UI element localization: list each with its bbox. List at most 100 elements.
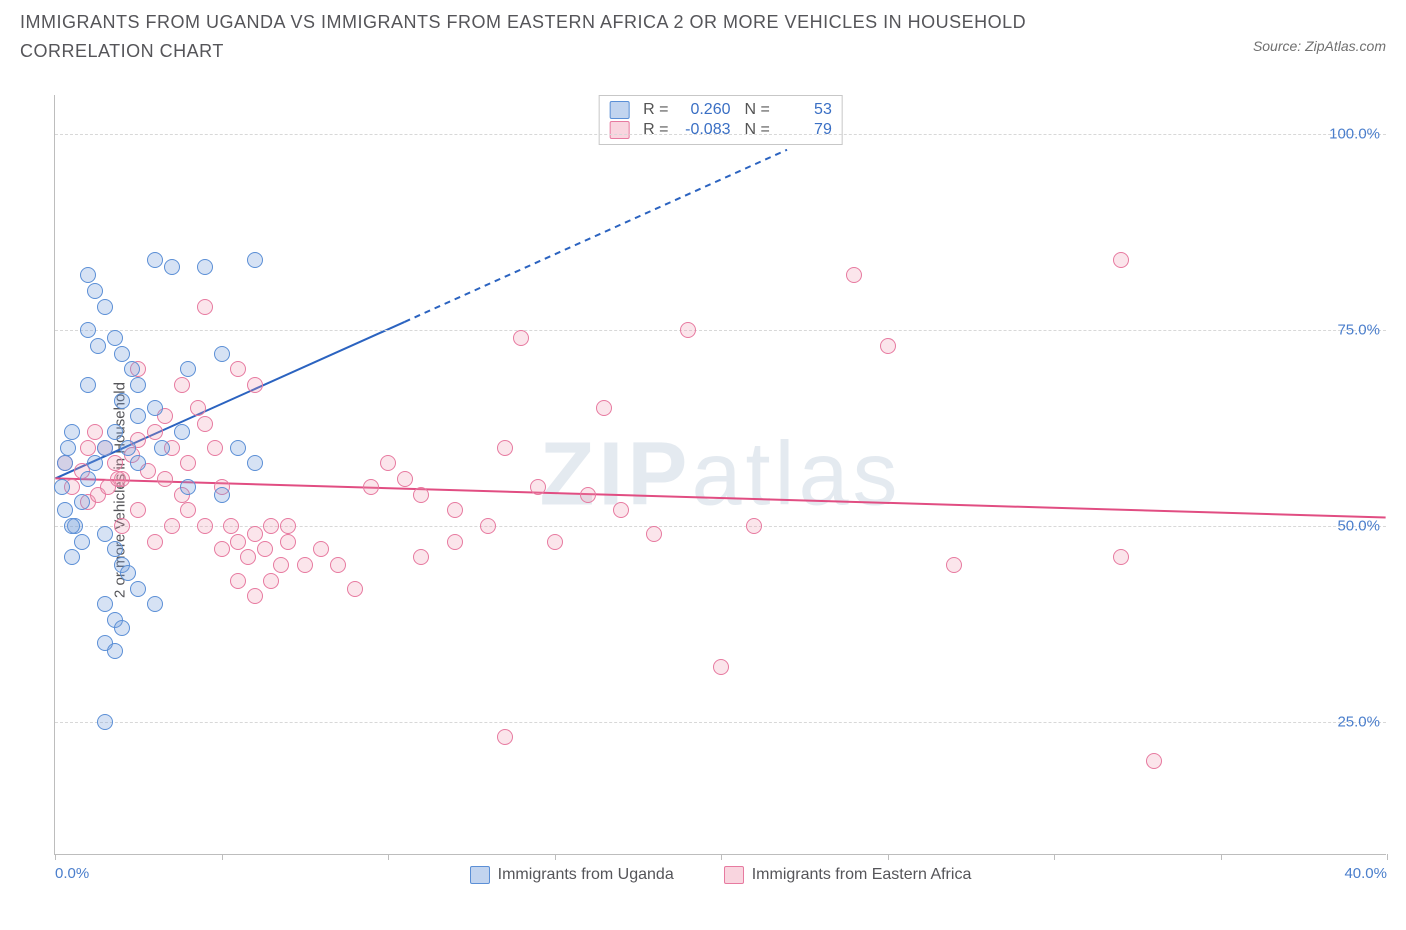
legend-item-uganda: Immigrants from Uganda	[470, 866, 674, 884]
legend-label-uganda: Immigrants from Uganda	[498, 866, 674, 884]
scatter-point	[214, 487, 230, 503]
uganda-n-value: 53	[780, 101, 832, 119]
xtick	[1054, 854, 1055, 860]
scatter-point	[80, 322, 96, 338]
scatter-point	[247, 252, 263, 268]
xtick-label: 0.0%	[55, 865, 89, 882]
scatter-point	[97, 526, 113, 542]
scatter-point	[197, 518, 213, 534]
stat-row-uganda: R = 0.260 N = 53	[609, 100, 832, 120]
scatter-point	[147, 252, 163, 268]
xtick	[721, 854, 722, 860]
gridline-h	[55, 134, 1386, 135]
legend-label-eastern-africa: Immigrants from Eastern Africa	[752, 866, 972, 884]
scatter-point	[313, 541, 329, 557]
scatter-point	[97, 714, 113, 730]
scatter-point	[64, 424, 80, 440]
ytick-label: 25.0%	[1337, 713, 1380, 730]
scatter-point	[247, 377, 263, 393]
stat-legend: R = 0.260 N = 53 R = -0.083 N = 79	[598, 95, 843, 145]
scatter-point	[114, 620, 130, 636]
xtick	[555, 854, 556, 860]
scatter-point	[247, 588, 263, 604]
scatter-point	[130, 455, 146, 471]
scatter-point	[330, 557, 346, 573]
xtick	[1221, 854, 1222, 860]
scatter-point	[107, 541, 123, 557]
scatter-point	[87, 455, 103, 471]
scatter-point	[247, 526, 263, 542]
scatter-point	[413, 549, 429, 565]
scatter-point	[240, 549, 256, 565]
xtick	[222, 854, 223, 860]
trend-lines-layer	[55, 95, 1386, 854]
scatter-point	[613, 502, 629, 518]
scatter-point	[223, 518, 239, 534]
xtick	[55, 854, 56, 860]
scatter-point	[413, 487, 429, 503]
scatter-point	[214, 541, 230, 557]
swatch-blue-icon	[609, 101, 629, 119]
scatter-point	[120, 565, 136, 581]
scatter-point	[90, 338, 106, 354]
scatter-point	[247, 455, 263, 471]
scatter-point	[57, 502, 73, 518]
scatter-point	[273, 557, 289, 573]
scatter-point	[164, 518, 180, 534]
scatter-point	[190, 400, 206, 416]
scatter-point	[154, 440, 170, 456]
scatter-point	[263, 518, 279, 534]
r-label: R =	[643, 101, 668, 119]
scatter-point	[64, 549, 80, 565]
scatter-point	[130, 377, 146, 393]
scatter-point	[497, 729, 513, 745]
scatter-point	[57, 455, 73, 471]
scatter-point	[946, 557, 962, 573]
scatter-point	[297, 557, 313, 573]
scatter-point	[480, 518, 496, 534]
swatch-pink-icon	[724, 866, 744, 884]
scatter-point	[107, 455, 123, 471]
scatter-point	[547, 534, 563, 550]
scatter-point	[87, 424, 103, 440]
chart-title: IMMIGRANTS FROM UGANDA VS IMMIGRANTS FRO…	[20, 8, 1120, 66]
scatter-point	[713, 659, 729, 675]
plot-region: ZIPatlas R = 0.260 N = 53 R = -0.083 N =…	[54, 95, 1386, 855]
scatter-point	[380, 455, 396, 471]
scatter-point	[263, 573, 279, 589]
scatter-point	[107, 424, 123, 440]
scatter-point	[157, 471, 173, 487]
scatter-point	[230, 361, 246, 377]
scatter-point	[80, 440, 96, 456]
scatter-point	[54, 479, 70, 495]
scatter-point	[1146, 753, 1162, 769]
scatter-point	[74, 494, 90, 510]
scatter-point	[214, 346, 230, 362]
scatter-point	[447, 534, 463, 550]
scatter-point	[110, 471, 126, 487]
scatter-point	[97, 596, 113, 612]
xtick	[1387, 854, 1388, 860]
scatter-point	[164, 259, 180, 275]
ea-r-value: -0.083	[679, 121, 731, 139]
scatter-point	[174, 424, 190, 440]
scatter-point	[530, 479, 546, 495]
scatter-point	[130, 581, 146, 597]
scatter-point	[107, 643, 123, 659]
ytick-label: 100.0%	[1329, 126, 1380, 143]
scatter-point	[363, 479, 379, 495]
n-label: N =	[745, 101, 770, 119]
scatter-point	[80, 471, 96, 487]
scatter-point	[107, 330, 123, 346]
scatter-point	[230, 534, 246, 550]
scatter-point	[397, 471, 413, 487]
scatter-point	[280, 518, 296, 534]
scatter-point	[130, 408, 146, 424]
scatter-point	[147, 424, 163, 440]
r-label: R =	[643, 121, 668, 139]
scatter-point	[147, 534, 163, 550]
source-label: Source: ZipAtlas.com	[1253, 8, 1386, 54]
scatter-point	[746, 518, 762, 534]
stat-row-eastern-africa: R = -0.083 N = 79	[609, 120, 832, 140]
scatter-point	[257, 541, 273, 557]
